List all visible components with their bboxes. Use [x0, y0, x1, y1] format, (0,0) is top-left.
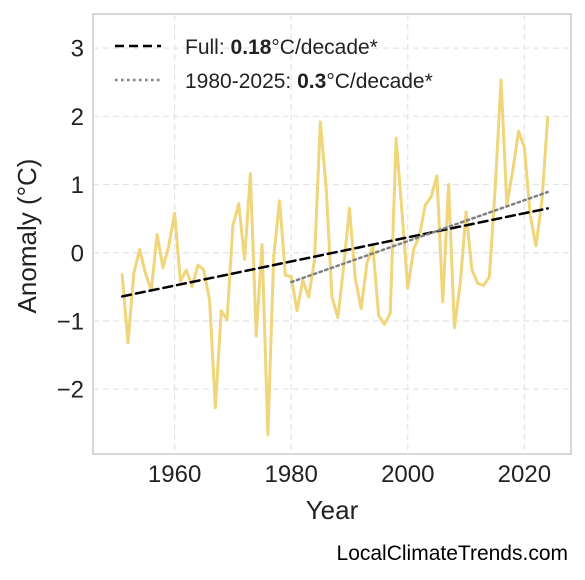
x-axis-label: Year — [306, 495, 359, 525]
y-axis-label: Anomaly (°C) — [12, 159, 42, 314]
series-layer — [120, 78, 550, 437]
x-tick-label: 1980 — [264, 461, 317, 488]
legend-recent-label: 1980-2025: 0.3°C/decade* — [185, 70, 433, 93]
y-tick-label: −2 — [57, 377, 84, 404]
x-tick-label: 2020 — [498, 461, 551, 488]
full-trend-line — [120, 207, 549, 298]
y-tick-label: 2 — [71, 104, 84, 131]
y-tick-label: 3 — [71, 36, 84, 63]
anomaly-series-line — [120, 78, 550, 437]
y-tick-label: 1 — [71, 172, 84, 199]
x-tick-label: 2000 — [381, 461, 434, 488]
x-axis-ticks: 1960 1980 2000 2020 — [148, 461, 551, 488]
legend-full-label: Full: 0.18°C/decade* — [185, 36, 378, 59]
y-tick-label: −1 — [57, 308, 84, 335]
legend: Full: 0.18°C/decade* 1980-2025: 0.3°C/de… — [115, 36, 433, 93]
y-tick-label: 0 — [71, 240, 84, 267]
x-tick-label: 1960 — [148, 461, 201, 488]
y-axis-ticks: −2 −1 0 1 2 3 — [57, 36, 84, 404]
grid-lines — [93, 14, 571, 454]
site-credit: LocalClimateTrends.com — [337, 542, 568, 565]
recent-trend-line — [289, 190, 549, 284]
